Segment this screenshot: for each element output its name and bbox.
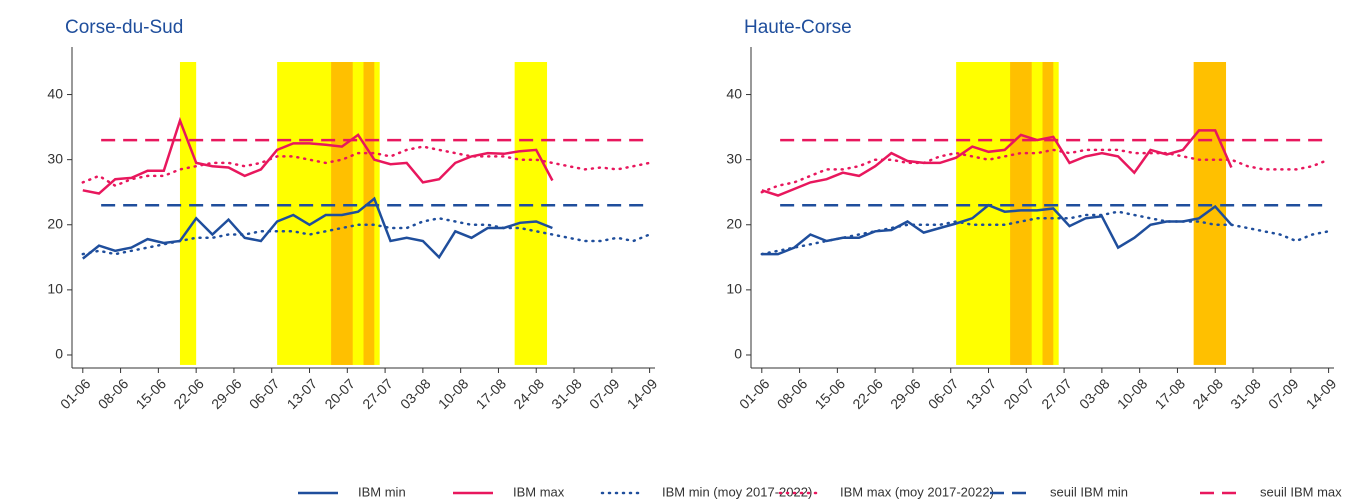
y-tick-label: 40 xyxy=(47,85,63,101)
series-line xyxy=(81,145,651,188)
alert-band xyxy=(956,62,1059,365)
x-tick-label: 27-07 xyxy=(359,375,396,412)
legend-label: IBM max xyxy=(513,484,565,499)
series-line xyxy=(82,196,553,260)
alert-band xyxy=(277,62,380,365)
legend-label: IBM max (moy 2017-2022) xyxy=(840,484,994,499)
x-tick-label: 14-09 xyxy=(624,375,661,412)
legend-label: IBM min (moy 2017-2022) xyxy=(662,484,812,499)
y-tick-label: 0 xyxy=(55,346,63,362)
x-tick-label: 01-06 xyxy=(736,375,773,412)
x-tick-label: 06-07 xyxy=(925,375,962,412)
y-tick-label: 30 xyxy=(726,150,742,166)
chart-title: Haute-Corse xyxy=(744,17,852,38)
y-tick-label: 20 xyxy=(726,215,742,231)
x-tick-label: 22-06 xyxy=(849,375,886,412)
y-tick-label: 10 xyxy=(47,281,63,297)
x-tick-label: 31-08 xyxy=(548,375,585,412)
legend-label: IBM min xyxy=(358,484,406,499)
x-tick-label: 14-09 xyxy=(1303,375,1340,412)
y-tick-label: 30 xyxy=(47,150,63,166)
x-tick-label: 07-09 xyxy=(1265,375,1302,412)
legend-label: seuil IBM max xyxy=(1260,484,1342,499)
x-tick-label: 29-06 xyxy=(208,375,245,412)
legend-label: seuil IBM min xyxy=(1050,484,1128,499)
x-tick-label: 20-07 xyxy=(321,375,358,412)
y-tick-label: 20 xyxy=(47,215,63,231)
x-tick-label: 20-07 xyxy=(1000,375,1037,412)
x-tick-label: 13-07 xyxy=(963,375,1000,412)
x-tick-label: 17-08 xyxy=(473,375,510,412)
x-tick-label: 08-06 xyxy=(774,375,811,412)
alert-band xyxy=(331,62,353,365)
series-line xyxy=(760,210,1330,256)
y-tick-label: 10 xyxy=(726,281,742,297)
x-tick-label: 15-06 xyxy=(811,375,848,412)
x-tick-label: 03-08 xyxy=(1076,375,1113,412)
x-tick-label: 15-06 xyxy=(132,375,169,412)
alert-band xyxy=(1042,62,1054,365)
x-tick-label: 03-08 xyxy=(397,375,434,412)
alert-band xyxy=(179,62,197,365)
x-tick-label: 06-07 xyxy=(246,375,283,412)
x-tick-label: 08-06 xyxy=(95,375,132,412)
x-tick-label: 24-08 xyxy=(510,375,547,412)
alert-band xyxy=(514,62,548,365)
series-line xyxy=(81,217,651,256)
chart-title: Corse-du-Sud xyxy=(65,17,183,38)
series-line xyxy=(760,148,1330,194)
series-line xyxy=(761,129,1233,197)
x-tick-label: 17-08 xyxy=(1152,375,1189,412)
series-line xyxy=(761,203,1233,256)
x-tick-label: 24-08 xyxy=(1189,375,1226,412)
alert-band xyxy=(1010,62,1032,365)
alert-band xyxy=(363,62,375,365)
x-tick-label: 13-07 xyxy=(284,375,321,412)
x-tick-label: 22-06 xyxy=(170,375,207,412)
x-tick-label: 01-06 xyxy=(57,375,94,412)
x-tick-label: 07-09 xyxy=(586,375,623,412)
x-tick-label: 10-08 xyxy=(435,375,472,412)
x-tick-label: 10-08 xyxy=(1114,375,1151,412)
x-tick-label: 29-06 xyxy=(887,375,924,412)
x-tick-label: 27-07 xyxy=(1038,375,1075,412)
y-tick-label: 40 xyxy=(726,85,742,101)
x-tick-label: 31-08 xyxy=(1227,375,1264,412)
y-tick-label: 0 xyxy=(734,346,742,362)
